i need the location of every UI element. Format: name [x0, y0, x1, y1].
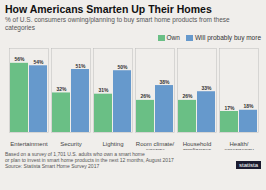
svg-text:Lighting: Lighting	[102, 141, 123, 147]
svg-text:31%: 31%	[98, 87, 109, 93]
html-text:Own: Own	[166, 34, 180, 41]
svg-text:26%: 26%	[182, 93, 193, 99]
html-text:Source: Statista Smart Home Su: Source: Statista Smart Home Survey 2017	[5, 163, 100, 169]
html-text:How Americans Smarten Up Their: How Americans Smarten Up Their Homes	[5, 3, 212, 15]
html-text:% of U.S. consumers owning/pla: % of U.S. consumers owning/planning to b…	[5, 16, 230, 31]
html-text:statista: statista	[239, 162, 258, 168]
svg-text:50%: 50%	[117, 64, 128, 70]
svg-text:Entertainment: Entertainment	[10, 141, 48, 147]
svg-text:Health/emergency: Health/emergency	[224, 141, 254, 150]
html-text:Based on a survey of 1,701 U.S: Based on a survey of 1,701 U.S. adults w…	[5, 151, 174, 163]
svg-text:Householdappliances: Householdappliances	[183, 141, 212, 150]
svg-text:33%: 33%	[201, 85, 212, 91]
svg-text:51%: 51%	[75, 63, 86, 69]
svg-text:18%: 18%	[243, 103, 254, 109]
svg-text:Security: Security	[60, 141, 82, 147]
svg-text:38%: 38%	[159, 79, 170, 85]
svg-text:32%: 32%	[56, 86, 67, 92]
svg-text:17%: 17%	[224, 105, 235, 111]
svg-text:26%: 26%	[140, 93, 151, 99]
svg-text:Room climate/energy: Room climate/energy	[136, 141, 175, 150]
svg-text:54%: 54%	[33, 59, 44, 65]
html-text:Will probably buy more: Will probably buy more	[194, 34, 261, 41]
svg-text:56%: 56%	[14, 56, 25, 62]
